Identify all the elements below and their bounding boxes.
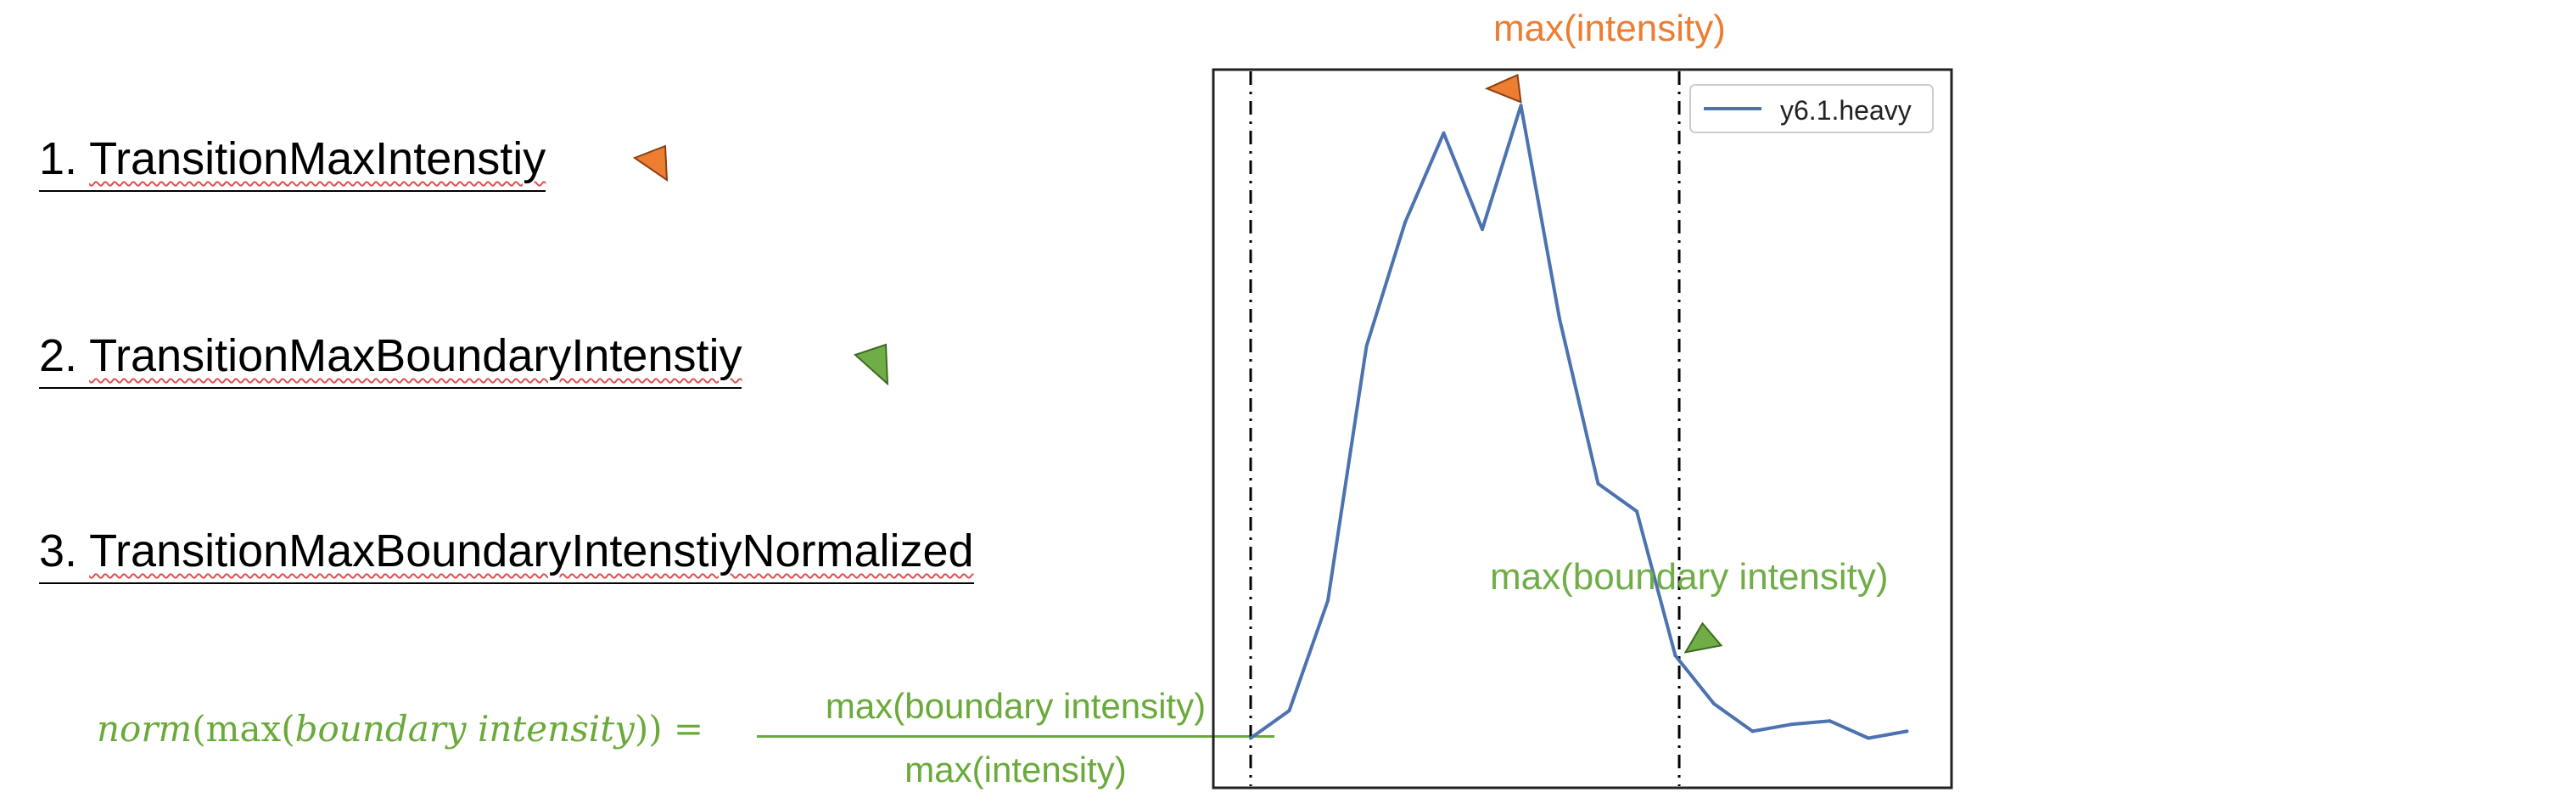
data-point-12 [1712,702,1716,705]
formula-norm: norm [97,708,193,750]
underline [39,190,546,192]
orange-triangle-marker-1 [632,144,669,182]
item-term: TransitionMaxBoundaryIntenstiyNormalized [89,525,974,576]
item-term: TransitionMaxBoundaryIntenstiy [89,330,742,381]
legend-label: y6.1.heavy [1780,95,1912,126]
max-boundary-intensity-label: max(boundary intensity) [1490,556,1889,598]
formula-max: max [205,708,282,750]
data-point-4 [1403,221,1407,224]
data-point-5 [1442,131,1446,135]
item-number: 3. [39,525,78,576]
data-point-2 [1326,598,1330,603]
legend-box [1689,84,1934,133]
data-point-11 [1673,654,1677,658]
max-intensity-triangle [1484,73,1522,104]
data-point-0 [1249,736,1252,740]
data-point-14 [1789,722,1793,727]
data-point-10 [1635,509,1638,514]
data-point-7 [1519,104,1523,108]
fraction-bar [757,735,1274,738]
formula-lhs: norm(max(boundary intensity)) = [97,708,704,750]
underline [39,582,974,584]
max-intensity-label: max(intensity) [1493,8,1726,49]
data-point-8 [1558,317,1561,321]
green-triangle-marker-2 [854,343,889,386]
list-item-2: 2. TransitionMaxBoundaryIntenstiy [39,330,742,389]
data-point-3 [1364,344,1369,348]
data-point-15 [1828,719,1832,723]
data-point-9 [1596,481,1600,486]
item-number: 1. [39,133,78,184]
list-item-3: 3. TransitionMaxBoundaryIntenstiyNormali… [39,525,974,584]
formula-denominator: max(intensity) [904,750,1127,790]
max-boundary-intensity-triangle [1683,621,1723,654]
data-point-16 [1867,736,1870,740]
item-term: TransitionMaxIntenstiy [89,133,546,184]
data-point-17 [1905,729,1909,733]
underline [39,387,742,389]
data-point-6 [1481,228,1484,232]
plot-frame [1212,68,1953,790]
formula-arg: boundary intensity [294,708,635,750]
data-point-1 [1287,709,1291,713]
formula-numerator: max(boundary intensity) [825,686,1207,726]
list-item-1: 1. TransitionMaxIntenstiy [39,133,546,192]
data-points [1249,104,1909,740]
formula-fraction: max(boundary intensity) max(intensity) [757,686,1274,790]
item-number: 2. [39,330,78,381]
data-point-13 [1750,729,1755,733]
series-line-y6-1-heavy [1249,104,1907,740]
